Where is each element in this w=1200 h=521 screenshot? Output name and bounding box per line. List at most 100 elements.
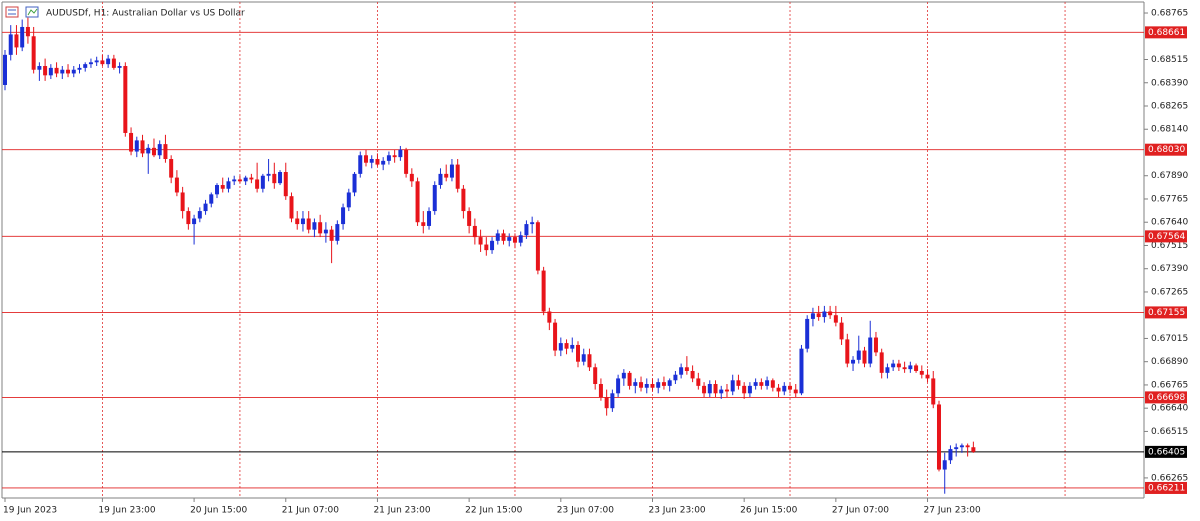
level-line-box [1145,391,1187,404]
level-line-label: 0.68030 [1148,145,1185,155]
candle-body [535,222,540,271]
candle-body [788,385,793,390]
candle-body [243,177,248,182]
y-tick-label: 0.67015 [1151,334,1188,344]
candle-body [925,374,930,379]
candle-body [66,69,71,74]
candle-body [598,384,603,398]
candle-body [197,211,202,219]
y-tick-label: 0.66765 [1151,380,1188,390]
y-tick-label: 0.67390 [1151,264,1188,274]
candle-body [776,387,781,392]
level-line-box [1145,143,1187,156]
candle-body [272,173,277,184]
y-tick-label: 0.67890 [1151,171,1188,181]
candle-body [587,354,592,368]
candle-body [398,149,403,158]
candle-body [232,179,237,182]
candle-body [237,179,242,182]
level-line-label: 0.67155 [1148,308,1185,318]
candle-body [799,348,804,394]
candle-body [753,382,758,386]
candle-body [43,66,48,76]
candle-body [936,404,941,470]
candle-body [140,140,145,154]
candle-body [919,370,924,375]
candle-body [702,385,707,394]
level-line-box [1145,306,1187,319]
candle-body [427,211,432,226]
candle-body [908,365,913,370]
candle-body [146,147,151,154]
candle-body [386,155,391,161]
candle-body [914,365,919,371]
candle-body [810,313,815,319]
y-tick-label: 0.66515 [1151,427,1188,437]
candle-body [965,445,970,448]
candle-body [157,144,162,156]
candle-body [639,382,644,388]
candle-body [88,62,93,65]
candle-body [20,26,25,48]
header-icons [5,6,39,18]
candle-body [679,367,684,375]
level-line-label: 0.66211 [1148,483,1185,493]
candle-body [564,343,569,349]
candle-body [71,69,76,74]
candle-body [151,147,156,156]
level-line-label: 0.68661 [1148,28,1185,38]
current-price-line-box [1145,445,1187,458]
icon [5,6,19,18]
candle-body [404,149,409,174]
candle-body [501,233,506,241]
candle-body [891,363,896,368]
candle-body [392,155,397,158]
candle-body [255,179,260,189]
candle-body [793,389,798,394]
candle-body [25,26,30,37]
candle-body [696,378,701,386]
x-tick-label: 19 Jun 23:00 [98,506,155,516]
candle-body [249,177,254,180]
candle-body [736,380,741,386]
candle-body [169,158,174,178]
candle-body [730,380,735,392]
candle-body [455,164,460,189]
y-tick-label: 0.66890 [1151,357,1188,367]
candle-body [375,158,380,165]
y-tick-label: 0.68390 [1151,78,1188,88]
candle-body [478,237,483,245]
candle-body [449,164,454,178]
candle-body [684,367,689,371]
candle-body [341,207,346,225]
candle-body [948,449,953,461]
candle-body [644,384,649,388]
candle-body [747,385,752,394]
candle-body [283,172,288,197]
candle-body [845,339,850,364]
candle-body [833,315,838,323]
candle-body [851,359,856,364]
candle-body [3,54,7,85]
candle-body [524,224,529,236]
candle-body [421,222,426,226]
candle-body [530,222,535,225]
candle-body [472,225,477,238]
candle-body [633,382,638,386]
candle-body [839,322,844,340]
candle-body [94,60,99,63]
candle-body [971,447,976,452]
candle-body [54,67,59,74]
icon [27,8,38,16]
candle-body [667,380,672,386]
candle-body [369,158,374,163]
y-tick-label: 0.68140 [1151,125,1188,135]
candle-body [31,36,36,70]
candle-body [335,224,340,241]
candle-body [329,229,334,241]
candle-body [782,385,787,392]
candle-body [306,218,311,230]
candle-body [318,222,323,234]
